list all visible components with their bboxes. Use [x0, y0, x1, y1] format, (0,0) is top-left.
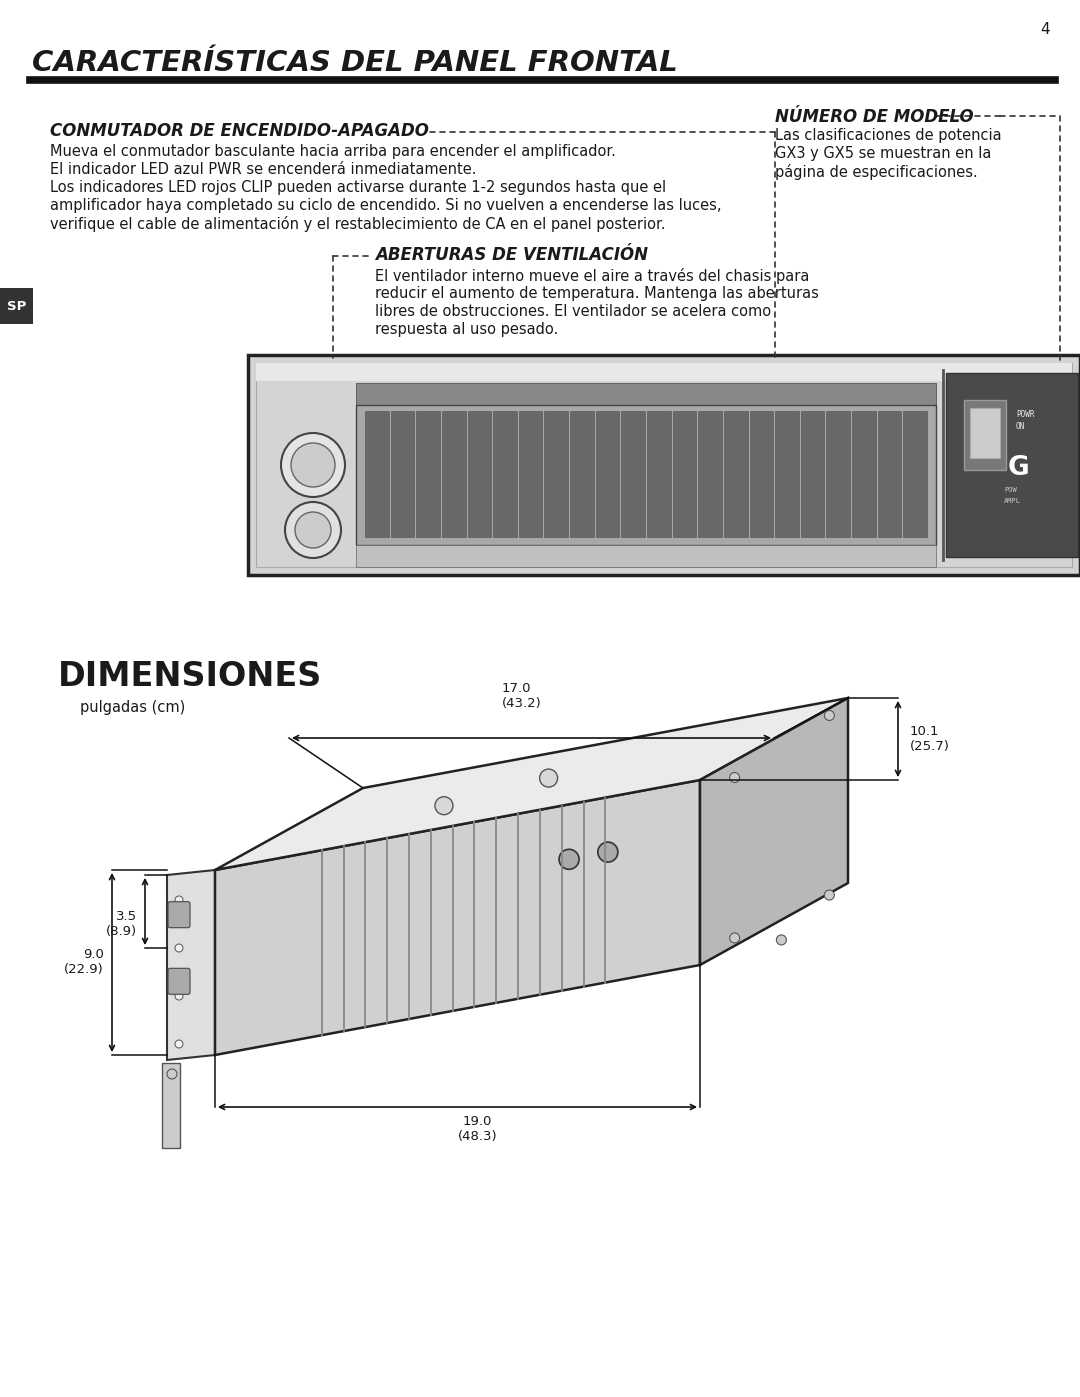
Polygon shape [215, 780, 700, 1055]
Bar [256, 363, 1072, 567]
Bar [162, 1063, 180, 1148]
Circle shape [281, 433, 345, 497]
Bar [391, 411, 415, 536]
Circle shape [730, 773, 740, 782]
Text: 3.5
(8.9): 3.5 (8.9) [106, 909, 137, 937]
Bar [494, 411, 517, 536]
Bar [356, 405, 936, 545]
Bar [621, 411, 645, 536]
Text: Los indicadores LED rojos CLIP pueden activarse durante 1-2 segundos hasta que e: Los indicadores LED rojos CLIP pueden ac… [50, 180, 666, 196]
Circle shape [540, 770, 557, 787]
Text: página de especificaciones.: página de especificaciones. [775, 163, 977, 180]
Text: SP: SP [6, 299, 26, 313]
Text: ON: ON [1016, 422, 1025, 432]
Polygon shape [700, 698, 848, 965]
Circle shape [285, 502, 341, 557]
Text: CARACTERÍSTICAS DEL PANEL FRONTAL: CARACTERÍSTICAS DEL PANEL FRONTAL [32, 49, 678, 77]
Circle shape [295, 511, 330, 548]
Circle shape [598, 842, 618, 862]
Circle shape [730, 933, 740, 943]
Text: El ventilador interno mueve el aire a través del chasis para: El ventilador interno mueve el aire a tr… [375, 268, 809, 284]
Circle shape [435, 796, 453, 814]
Circle shape [175, 944, 183, 951]
Bar [724, 411, 747, 536]
Text: 4: 4 [1040, 22, 1050, 38]
Bar [256, 363, 1072, 381]
Circle shape [777, 935, 786, 944]
Text: amplificador haya completado su ciclo de encendido. Si no vuelven a encenderse l: amplificador haya completado su ciclo de… [50, 198, 721, 212]
Polygon shape [215, 698, 848, 870]
Bar [356, 545, 936, 567]
Text: reducir el aumento de temperatura. Mantenga las aberturas: reducir el aumento de temperatura. Mante… [375, 286, 819, 300]
Circle shape [167, 1069, 177, 1078]
Text: libres de obstrucciones. El ventilador se acelera como: libres de obstrucciones. El ventilador s… [375, 305, 771, 319]
Text: CONMUTADOR DE ENCENDIDO-APAGADO: CONMUTADOR DE ENCENDIDO-APAGADO [50, 122, 429, 140]
Bar [0, 288, 33, 324]
Bar [775, 411, 799, 536]
Text: 9.0
(22.9): 9.0 (22.9) [64, 949, 104, 977]
Text: pulgadas (cm): pulgadas (cm) [80, 700, 186, 715]
Bar [544, 411, 568, 536]
Text: 10.1
(25.7): 10.1 (25.7) [910, 725, 950, 753]
Text: Las clasificaciones de potencia: Las clasificaciones de potencia [775, 129, 1001, 142]
Bar [673, 411, 697, 536]
Text: DIMENSIONES: DIMENSIONES [58, 659, 322, 693]
Circle shape [175, 1039, 183, 1048]
Bar [970, 408, 1000, 458]
Circle shape [559, 849, 579, 869]
Bar [570, 411, 594, 536]
Bar [596, 411, 619, 536]
Bar [800, 411, 824, 536]
Text: verifique el cable de alimentación y el restablecimiento de CA en el panel poste: verifique el cable de alimentación y el … [50, 217, 665, 232]
Bar [903, 411, 927, 536]
Text: POW: POW [1004, 488, 1016, 493]
Bar [365, 411, 389, 536]
Bar [468, 411, 491, 536]
Text: NÚMERO DE MODELO: NÚMERO DE MODELO [775, 108, 974, 126]
Circle shape [291, 443, 335, 488]
Bar [248, 355, 1080, 576]
Bar [964, 400, 1005, 469]
Text: El indicador LED azul PWR se encenderá inmediatamente.: El indicador LED azul PWR se encenderá i… [50, 162, 476, 177]
Bar [878, 411, 902, 536]
Bar [826, 411, 850, 536]
Text: Mueva el conmutador basculante hacia arriba para encender el amplificador.: Mueva el conmutador basculante hacia arr… [50, 144, 616, 159]
Circle shape [824, 890, 835, 900]
Text: POWR: POWR [1016, 409, 1035, 419]
Circle shape [175, 992, 183, 1000]
Text: G: G [1008, 455, 1029, 481]
Text: AMPL: AMPL [1004, 497, 1021, 504]
Bar [356, 383, 936, 405]
FancyBboxPatch shape [168, 901, 190, 928]
Text: GX3 y GX5 se muestran en la: GX3 y GX5 se muestran en la [775, 147, 991, 161]
FancyBboxPatch shape [168, 968, 190, 995]
Text: respuesta al uso pesado.: respuesta al uso pesado. [375, 321, 558, 337]
Bar [946, 373, 1078, 557]
Polygon shape [167, 870, 215, 1060]
Bar [750, 411, 773, 536]
Bar [518, 411, 542, 536]
Text: ABERTURAS DE VENTILACIÓN: ABERTURAS DE VENTILACIÓN [375, 246, 648, 264]
Circle shape [824, 711, 835, 721]
Text: 19.0
(48.3): 19.0 (48.3) [458, 1115, 497, 1143]
Bar [416, 411, 440, 536]
Circle shape [175, 895, 183, 904]
Text: 17.0
(43.2): 17.0 (43.2) [501, 682, 541, 710]
Bar [699, 411, 721, 536]
Bar [852, 411, 876, 536]
Bar [442, 411, 465, 536]
Bar [647, 411, 671, 536]
